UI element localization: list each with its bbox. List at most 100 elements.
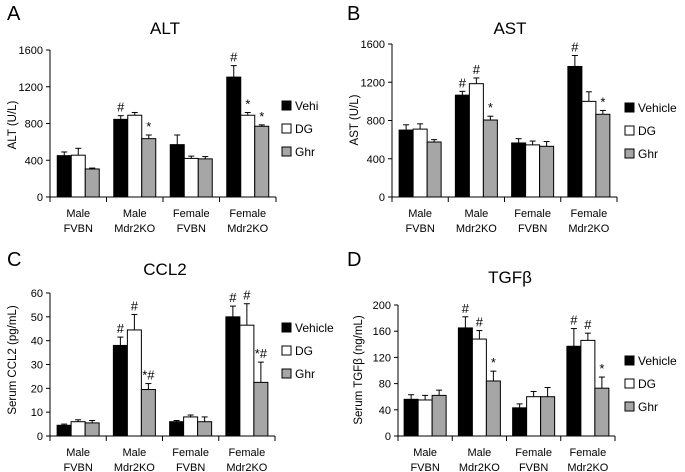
bar-ghr-4	[253, 381, 269, 437]
y-tick-label: 400	[367, 154, 385, 166]
y-tick-label: 0	[37, 192, 43, 204]
bar-vehicle-3	[511, 142, 527, 198]
bar-dg-2	[471, 338, 487, 437]
significance-label: *	[491, 355, 496, 370]
y-tick-label: 40	[379, 405, 391, 417]
x-category-label-line1: Male	[408, 208, 432, 220]
x-category-label-line2: FVBN	[519, 462, 548, 472]
legend-label: DG	[638, 377, 656, 391]
significance-label: *#	[142, 368, 155, 383]
y-tick-label: 0	[379, 192, 385, 204]
bar-vehicle-1	[398, 129, 414, 198]
y-tick-label: 10	[31, 407, 43, 419]
legend-swatch-vehi	[281, 100, 292, 111]
bar-vehicle-4	[567, 65, 583, 198]
x-category-label-line2: FVBN	[176, 462, 205, 472]
legend-label: DG	[638, 124, 656, 138]
bar-ghr-1	[84, 168, 100, 198]
y-tick-label: 60	[31, 288, 43, 300]
y-tick-label: 400	[25, 155, 43, 167]
significance-label: *	[146, 119, 151, 134]
bar-ghr-2	[482, 119, 498, 198]
bar-vehi-1	[56, 155, 72, 198]
significance-label: *#	[255, 346, 268, 361]
bar-vehicle-2	[454, 94, 470, 198]
legend-swatch-vehicle	[281, 322, 292, 333]
y-axis-label: Serum TGFβ (ng/mL)	[353, 315, 365, 424]
bar-vehicle-2	[457, 327, 473, 437]
legend-swatch-dg	[624, 125, 635, 136]
legend-label: Ghr	[638, 400, 658, 414]
significance-label: #	[117, 100, 125, 115]
x-category-label-line2: FVBN	[410, 462, 439, 472]
x-category-label-line2: Mdr2KO	[114, 223, 155, 235]
x-category-label-line2: FVBN	[63, 462, 92, 472]
bar-vehi-4	[226, 76, 242, 198]
bar-ghr-3	[540, 396, 556, 437]
bar-ghr-4	[254, 125, 270, 198]
y-tick-label: 800	[367, 116, 385, 128]
bar-ghr-4	[595, 113, 611, 198]
legend-label: DG	[295, 122, 313, 136]
x-category-label-line1: Female	[229, 447, 266, 459]
significance-label: *	[488, 100, 493, 115]
x-category-label-line2: FVBN	[518, 223, 547, 235]
bar-vehicle-3	[512, 407, 528, 437]
x-category-label-line2: FVBN	[177, 223, 206, 235]
y-tick-label: 1600	[19, 45, 43, 57]
bar-dg-3	[183, 416, 199, 437]
panel-a: A ALT ALT (U/L) 0 400 800 1200 1600 Male FVBN Male…	[7, 3, 318, 235]
y-tick-label: 40	[31, 336, 43, 348]
x-category-label-line2: Mdr2KO	[226, 462, 267, 472]
x-category-label-line1: Male	[413, 447, 437, 459]
legend-label: DG	[295, 344, 313, 358]
panel-letter: D	[347, 249, 361, 271]
legend-swatch-vehicle	[624, 355, 635, 366]
y-tick-label: 80	[379, 379, 391, 391]
x-category-label-line2: Mdr2KO	[459, 462, 500, 472]
y-tick-label: 0	[385, 431, 391, 443]
y-tick-label: 120	[373, 352, 391, 364]
bar-ghr-1	[426, 141, 442, 198]
x-category-label-line2: Mdr2KO	[456, 223, 497, 235]
x-category-label-line1: Male	[122, 447, 146, 459]
x-category-label-line1: Male	[123, 208, 147, 220]
x-category-label-line2: Mdr2KO	[568, 223, 609, 235]
legend-label: Vehi	[295, 99, 318, 113]
y-tick-label: 200	[373, 300, 391, 312]
legend-swatch-ghr	[281, 146, 292, 157]
x-category-label-line2: FVBN	[64, 223, 93, 235]
bar-dg-1	[412, 128, 428, 198]
panel-title: TGFβ	[488, 268, 532, 287]
significance-label: #	[117, 321, 125, 336]
bar-dg-3	[526, 396, 542, 437]
bar-dg-1	[70, 421, 86, 437]
bar-dg-1	[70, 154, 86, 198]
panel-title: AST	[493, 19, 526, 38]
y-tick-label: 160	[373, 326, 391, 338]
significance-label: #	[230, 50, 238, 65]
panel-letter: C	[7, 249, 21, 271]
bar-ghr-1	[84, 422, 100, 437]
bar-vehicle-4	[225, 316, 241, 437]
legend-swatch-ghr	[624, 401, 635, 412]
bar-ghr-2	[141, 138, 157, 198]
legend-label: Ghr	[295, 145, 315, 159]
y-axis-label: ALT (U/L)	[7, 100, 19, 149]
x-category-label-line1: Female	[172, 447, 209, 459]
bar-vehi-3	[169, 144, 185, 198]
bar-ghr-1	[431, 394, 447, 437]
panel-title: ALT	[150, 19, 180, 38]
significance-label: #	[229, 290, 237, 305]
legend-label: Ghr	[295, 367, 315, 381]
legend-label: Vehicle	[638, 354, 677, 368]
bar-vehicle-3	[169, 421, 185, 437]
bar-ghr-4	[594, 387, 610, 437]
significance-label: #	[473, 62, 481, 77]
x-category-label-line1: Female	[514, 208, 551, 220]
panel-d: D TGFβ Serum TGFβ (ng/mL) 0 40 80 120 160 200 Mal…	[347, 249, 677, 472]
significance-label: #	[131, 298, 139, 313]
significance-label: *	[599, 361, 604, 376]
x-category-label-line2: FVBN	[405, 223, 434, 235]
